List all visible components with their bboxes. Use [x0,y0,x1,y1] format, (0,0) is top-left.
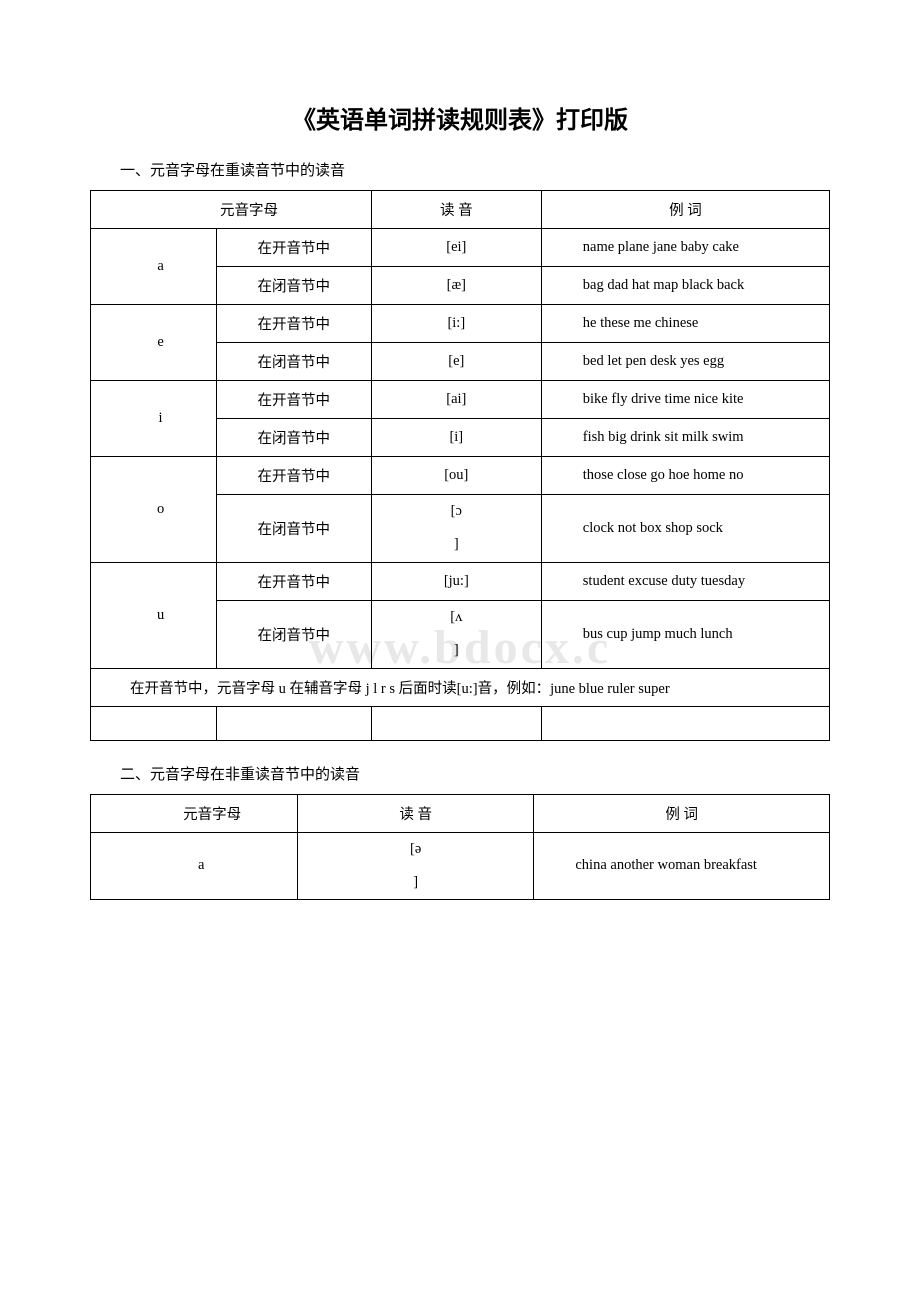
sound-cell: [ai] [371,381,541,419]
condition-cell: 在开音节中 [216,229,371,267]
sound-cell: [ei] [371,229,541,267]
header-example: 例 词 [534,794,830,832]
vowel-cell: e [91,305,217,381]
vowel-cell: u [91,562,217,668]
condition-cell: 在闭音节中 [216,600,371,668]
sound-cell: [ou] [371,457,541,495]
table-row: o 在开音节中 [ou] those close go hoe home no [91,457,830,495]
empty-cell [216,706,371,740]
section1-label: 一、元音字母在重读音节中的读音 [90,159,830,180]
header-vowel: 元音字母 [91,794,298,832]
example-cell: he these me chinese [541,305,829,343]
condition-cell: 在开音节中 [216,562,371,600]
example-cell: student excuse duty tuesday [541,562,829,600]
table-header-row: 元音字母 读 音 例 词 [91,794,830,832]
table-note-row: 在开音节中，元音字母 u 在辅音字母 j l r s 后面时读[u:]音，例如：… [91,668,830,706]
sound-cell: [ʌ] [371,600,541,668]
bracket-close: ] [454,536,459,553]
table-header-row: 元音字母 读 音 例 词 [91,191,830,229]
note-cell: 在开音节中，元音字母 u 在辅音字母 j l r s 后面时读[u:]音，例如：… [91,668,830,706]
section2-label: 二、元音字母在非重读音节中的读音 [90,763,830,784]
sound-cell: [e] [371,343,541,381]
table-row: a [ə] china another woman breakfast [91,832,830,900]
sound-cell: [i] [371,419,541,457]
table-row: i 在开音节中 [ai] bike fly drive time nice ki… [91,381,830,419]
condition-cell: 在开音节中 [216,457,371,495]
condition-cell: 在开音节中 [216,381,371,419]
sound-cell: [ju:] [371,562,541,600]
example-cell: bike fly drive time nice kite [541,381,829,419]
ipa-symbol: ɔ [456,503,462,519]
example-cell: china another woman breakfast [534,832,830,900]
example-cell: clock not box shop sock [541,495,829,563]
example-cell: bus cup jump much lunch [541,600,829,668]
example-cell: bed let pen desk yes egg [541,343,829,381]
condition-cell: 在闭音节中 [216,495,371,563]
section2-table: 元音字母 读 音 例 词 a [ə] china another woman b… [90,794,830,901]
table-empty-row [91,706,830,740]
sound-cell: [i:] [371,305,541,343]
empty-cell [371,706,541,740]
empty-cell [91,706,217,740]
sound-cell: [æ] [371,267,541,305]
page-title: 《英语单词拼读规则表》打印版 [90,100,830,135]
condition-cell: 在闭音节中 [216,419,371,457]
table-row: a 在开音节中 [ei] name plane jane baby cake [91,229,830,267]
example-cell: those close go hoe home no [541,457,829,495]
header-sound: 读 音 [371,191,541,229]
example-cell: name plane jane baby cake [541,229,829,267]
header-vowel: 元音字母 [91,191,372,229]
bracket-close: ] [413,874,418,891]
condition-cell: 在开音节中 [216,305,371,343]
vowel-cell: a [91,229,217,305]
table-row: u 在开音节中 [ju:] student excuse duty tuesda… [91,562,830,600]
sound-cell: [ɔ] [371,495,541,563]
ipa-symbol: ə [415,841,421,857]
vowel-cell: a [91,832,298,900]
document-content: 《英语单词拼读规则表》打印版 一、元音字母在重读音节中的读音 元音字母 读 音 … [90,100,830,900]
empty-cell [541,706,829,740]
condition-cell: 在闭音节中 [216,267,371,305]
condition-cell: 在闭音节中 [216,343,371,381]
header-sound: 读 音 [297,794,533,832]
sound-cell: [ə] [297,832,533,900]
bracket-close: ] [454,642,459,659]
table-row: e 在开音节中 [i:] he these me chinese [91,305,830,343]
header-example: 例 词 [541,191,829,229]
vowel-cell: o [91,457,217,563]
vowel-cell: i [91,381,217,457]
section1-table: 元音字母 读 音 例 词 a 在开音节中 [ei] name plane jan… [90,190,830,741]
example-cell: bag dad hat map black back [541,267,829,305]
ipa-symbol: ʌ [455,609,462,625]
example-cell: fish big drink sit milk swim [541,419,829,457]
